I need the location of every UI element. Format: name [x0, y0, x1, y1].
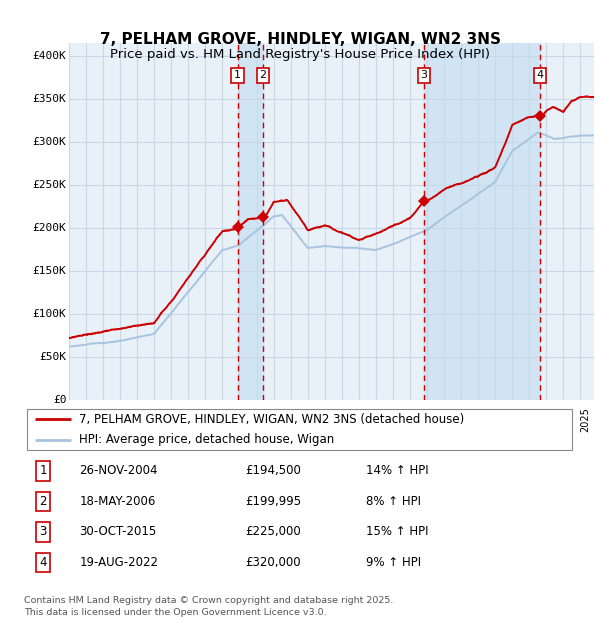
Text: 2006: 2006: [257, 407, 266, 432]
Text: 1: 1: [40, 464, 47, 477]
Text: 2002: 2002: [188, 407, 199, 432]
Text: £0: £0: [53, 395, 67, 405]
Text: 2019: 2019: [478, 407, 488, 432]
Text: 19-AUG-2022: 19-AUG-2022: [79, 556, 158, 569]
Text: 1997: 1997: [103, 407, 113, 432]
Text: 9% ↑ HPI: 9% ↑ HPI: [366, 556, 421, 569]
Text: Contains HM Land Registry data © Crown copyright and database right 2025.
This d: Contains HM Land Registry data © Crown c…: [24, 596, 394, 617]
Text: 2025: 2025: [580, 407, 590, 432]
Text: 7, PELHAM GROVE, HINDLEY, WIGAN, WN2 3NS: 7, PELHAM GROVE, HINDLEY, WIGAN, WN2 3NS: [100, 32, 500, 47]
Text: 2007: 2007: [274, 407, 284, 432]
Text: 2014: 2014: [393, 407, 403, 432]
Text: £200K: £200K: [32, 223, 67, 233]
Text: 7, PELHAM GROVE, HINDLEY, WIGAN, WN2 3NS (detached house): 7, PELHAM GROVE, HINDLEY, WIGAN, WN2 3NS…: [79, 413, 464, 426]
Text: 2008: 2008: [290, 407, 301, 432]
Text: 4: 4: [40, 556, 47, 569]
Text: 2023: 2023: [546, 407, 556, 432]
Text: 4: 4: [536, 71, 544, 81]
Text: £350K: £350K: [32, 94, 67, 104]
Text: HPI: Average price, detached house, Wigan: HPI: Average price, detached house, Wiga…: [79, 433, 334, 446]
Text: 2003: 2003: [205, 407, 215, 432]
Text: £300K: £300K: [32, 137, 67, 147]
Text: 14% ↑ HPI: 14% ↑ HPI: [366, 464, 429, 477]
Text: £194,500: £194,500: [245, 464, 301, 477]
Text: 2011: 2011: [342, 407, 352, 432]
Text: 1999: 1999: [137, 407, 147, 432]
Text: 3: 3: [421, 71, 428, 81]
Text: 2016: 2016: [427, 407, 437, 432]
Text: 2018: 2018: [461, 407, 471, 432]
Text: 2009: 2009: [308, 407, 317, 432]
Text: Price paid vs. HM Land Registry's House Price Index (HPI): Price paid vs. HM Land Registry's House …: [110, 48, 490, 61]
Text: 2000: 2000: [154, 407, 164, 432]
Text: 2: 2: [259, 71, 266, 81]
Text: 2010: 2010: [325, 407, 335, 432]
Text: 2005: 2005: [239, 407, 250, 432]
Text: 2020: 2020: [495, 407, 505, 432]
Text: 2017: 2017: [444, 407, 454, 432]
Text: 2004: 2004: [223, 407, 232, 432]
Text: 1995: 1995: [69, 407, 79, 432]
Text: 1998: 1998: [120, 407, 130, 432]
Text: 2: 2: [40, 495, 47, 508]
Text: £400K: £400K: [32, 51, 67, 61]
Text: £150K: £150K: [32, 266, 67, 276]
Text: 2024: 2024: [563, 407, 574, 432]
FancyBboxPatch shape: [27, 409, 572, 450]
Text: £199,995: £199,995: [245, 495, 301, 508]
Text: 3: 3: [40, 526, 47, 538]
Text: 30-OCT-2015: 30-OCT-2015: [79, 526, 157, 538]
Text: 2001: 2001: [171, 407, 181, 432]
Text: £225,000: £225,000: [245, 526, 301, 538]
Bar: [238, 43, 263, 400]
Text: £50K: £50K: [40, 352, 67, 362]
Text: 2012: 2012: [359, 407, 369, 432]
Text: 8% ↑ HPI: 8% ↑ HPI: [366, 495, 421, 508]
Text: 2015: 2015: [410, 407, 420, 432]
Text: £100K: £100K: [32, 309, 67, 319]
Bar: [424, 43, 540, 400]
Text: £250K: £250K: [32, 180, 67, 190]
Text: 15% ↑ HPI: 15% ↑ HPI: [366, 526, 429, 538]
Text: 18-MAY-2006: 18-MAY-2006: [79, 495, 155, 508]
Text: 2021: 2021: [512, 407, 522, 432]
Text: 26-NOV-2004: 26-NOV-2004: [79, 464, 158, 477]
Text: 1: 1: [234, 71, 241, 81]
Text: 1996: 1996: [86, 407, 96, 432]
Text: £320,000: £320,000: [245, 556, 301, 569]
Text: 2013: 2013: [376, 407, 386, 432]
Text: 2022: 2022: [529, 407, 539, 432]
